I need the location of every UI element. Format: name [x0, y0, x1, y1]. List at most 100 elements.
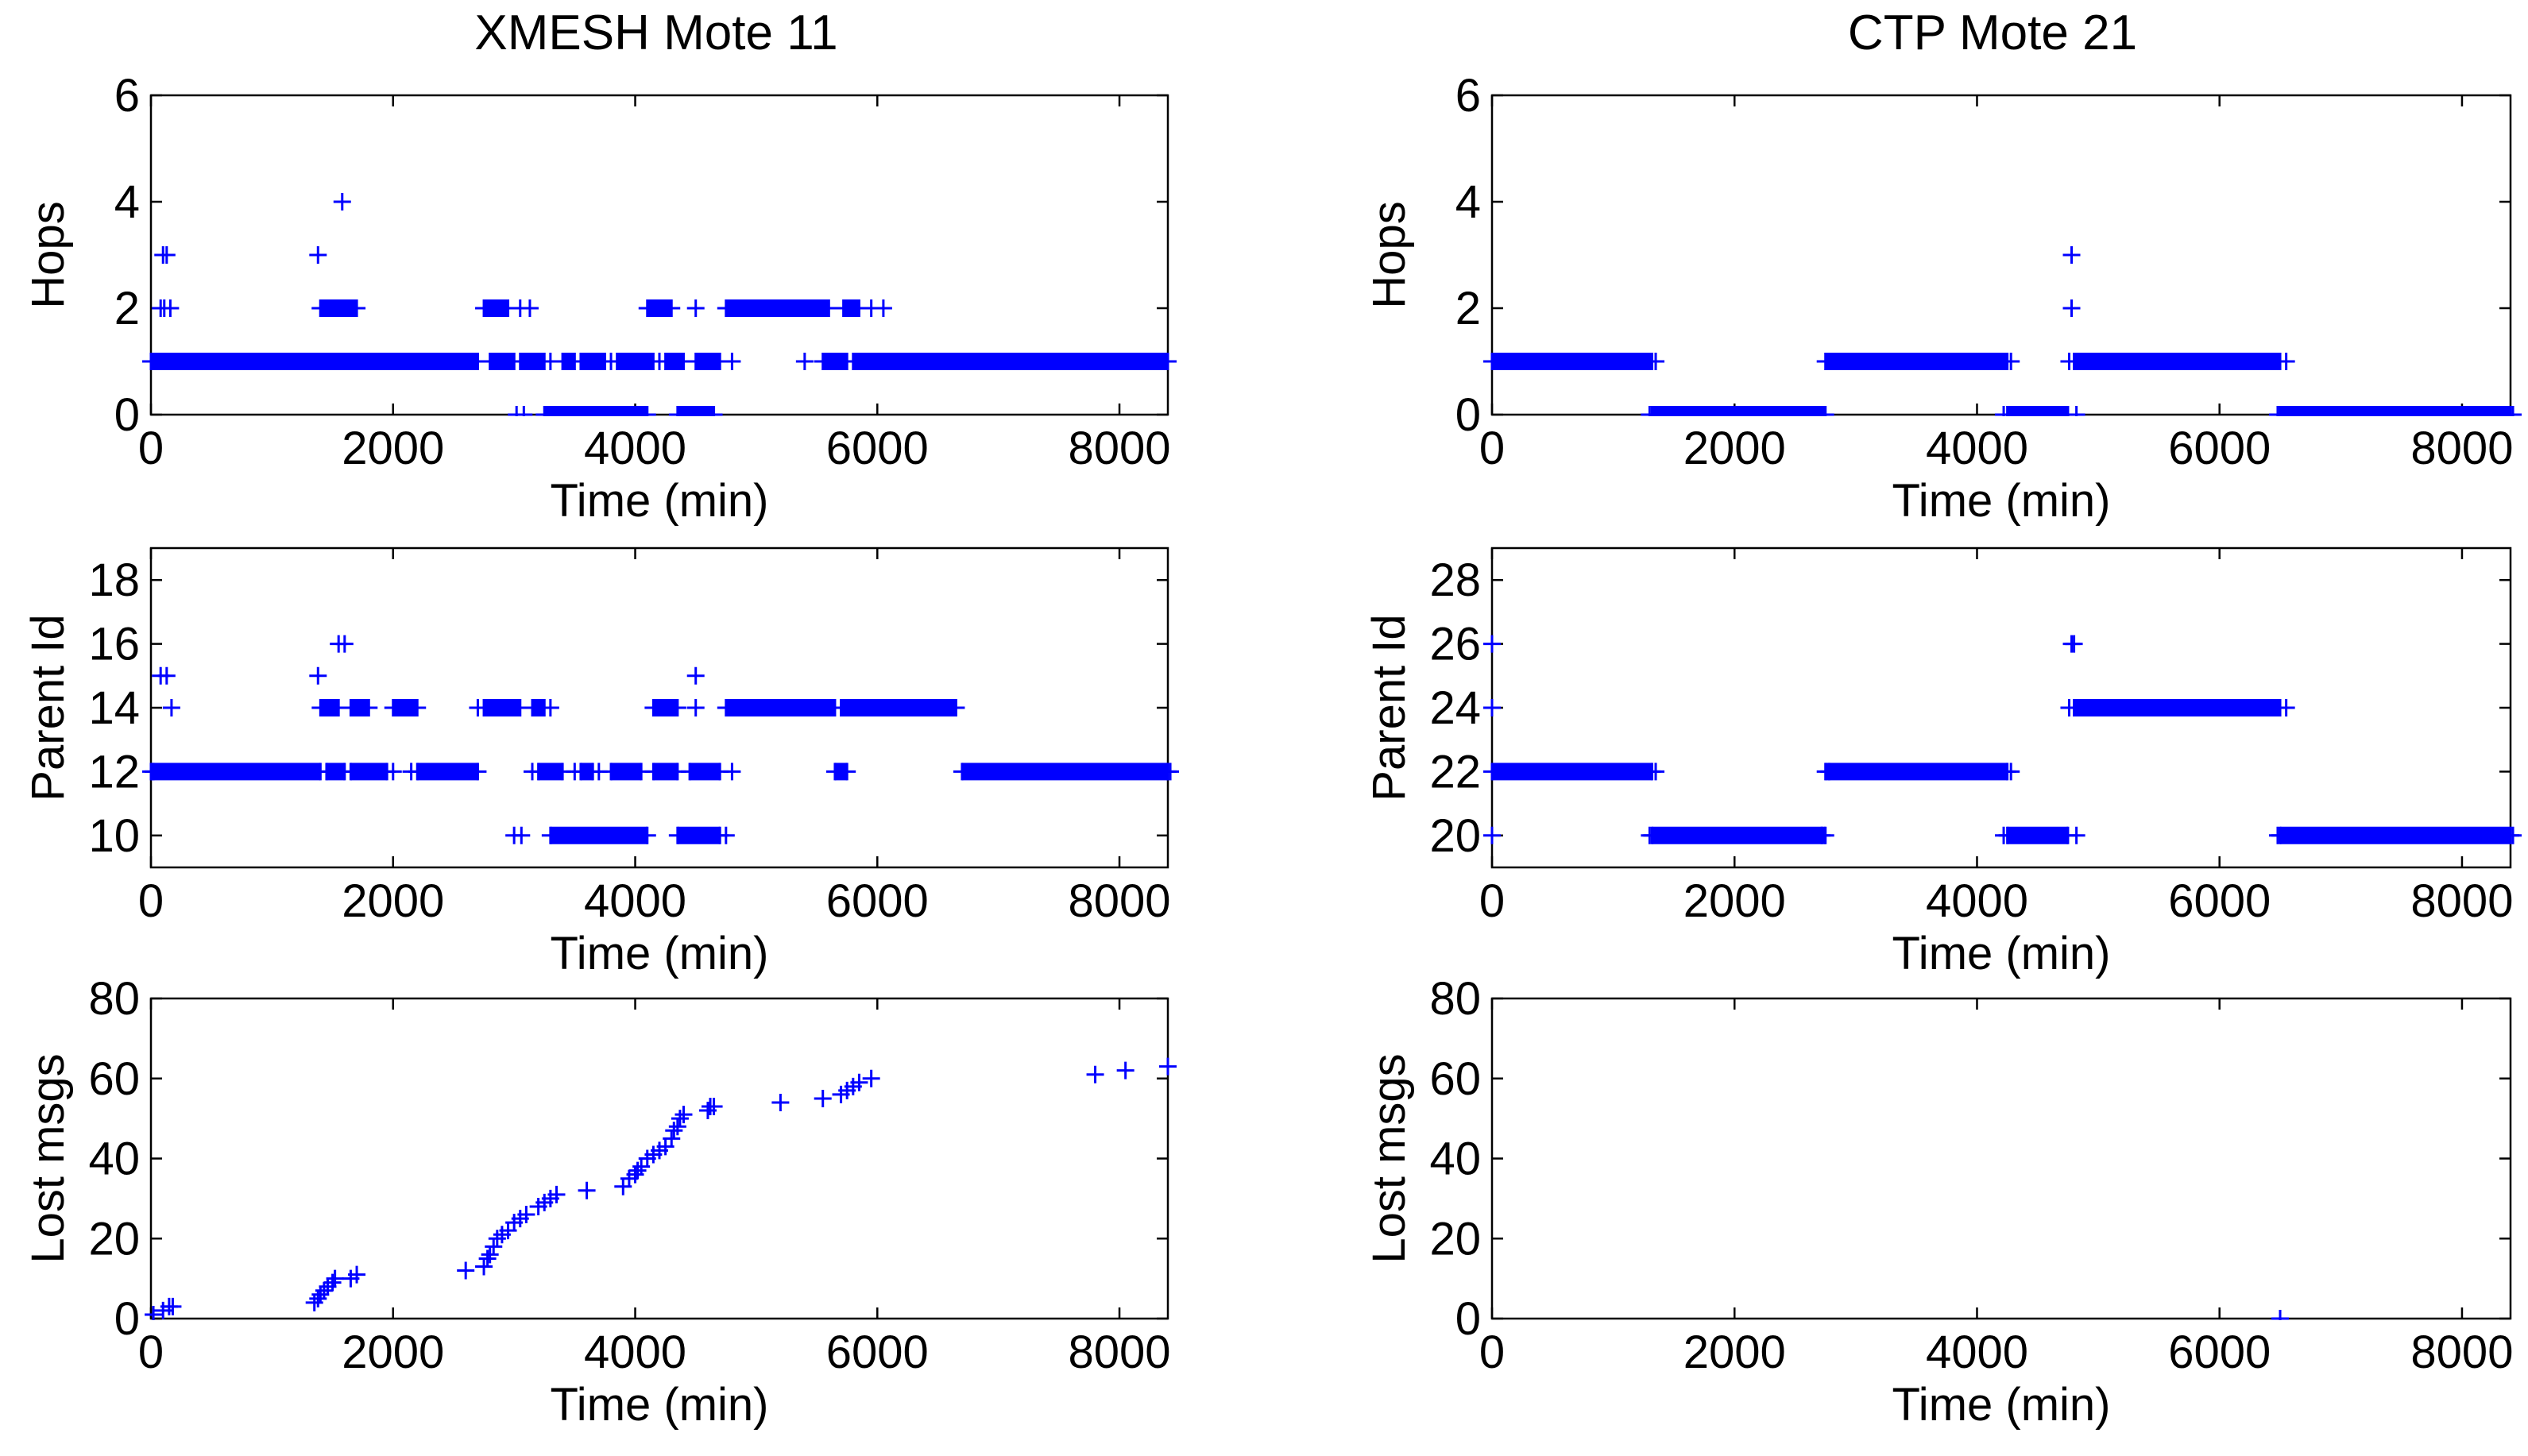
data-point [668, 1118, 686, 1136]
y-axis-label: Lost msgs [1363, 1053, 1415, 1263]
y-axis-label: Parent Id [22, 614, 74, 801]
x-tick-label: 4000 [1926, 1327, 2028, 1378]
data-point [953, 763, 971, 781]
data-point [1483, 699, 1501, 716]
x-tick-label: 6000 [826, 875, 929, 927]
data-point [1483, 826, 1501, 844]
data-point [868, 699, 887, 716]
data-point [1483, 635, 1501, 653]
column-title-ctp: CTP Mote 21 [1848, 6, 2137, 60]
data-point [2060, 699, 2078, 716]
data-point [360, 699, 378, 716]
data-point [663, 1130, 681, 1148]
subplot-ctp-lost: 0 2000 4000 6000 8000 0 20 40 60 80 Time (min) Lost… [1363, 973, 2513, 1431]
y-tick-label: 0 [114, 1293, 140, 1345]
data-point [850, 1073, 868, 1091]
data-point [1641, 826, 1659, 844]
data-point [1995, 406, 2013, 416]
data-point [481, 353, 499, 370]
data-point [686, 699, 705, 716]
data-point [157, 666, 176, 685]
x-tick-label: 0 [1479, 875, 1505, 927]
data-point [1483, 353, 1501, 370]
subplot-xmesh-hops: 0 2000 4000 6000 8000 0 2 4 6 Time (min) Hops [22, 70, 1177, 527]
data-point [485, 1238, 503, 1256]
x-axis-label: Time (min) [1892, 1379, 2111, 1431]
data-point [1159, 353, 1177, 370]
data-point [469, 699, 487, 716]
data-point [1813, 406, 1831, 416]
data-point [2268, 406, 2286, 416]
data-point [2065, 635, 2083, 653]
x-tick-label: 4000 [1926, 875, 2028, 927]
y-tick-label: 28 [1429, 554, 1481, 606]
data-point [402, 763, 420, 781]
data-point [1159, 1057, 1177, 1076]
x-axis-label: Time (min) [1892, 928, 2111, 979]
data-point [638, 826, 656, 844]
data-point [578, 1181, 596, 1199]
x-tick-label: 0 [1479, 1327, 1505, 1378]
data-marks [142, 635, 1179, 844]
data-point [408, 699, 427, 716]
data-point [311, 1285, 330, 1303]
data-point [541, 826, 559, 844]
y-tick-label: 10 [88, 810, 140, 862]
data-point [717, 826, 735, 844]
y-tick-label: 12 [88, 746, 140, 798]
data-point [2271, 1310, 2290, 1320]
data-point [508, 406, 526, 416]
data-marks [1483, 246, 2522, 416]
y-tick-label: 26 [1429, 619, 1481, 670]
x-tick-label: 4000 [584, 423, 686, 474]
data-point [644, 763, 663, 781]
data-point [309, 246, 327, 264]
data-point [348, 299, 366, 317]
data-point [705, 406, 723, 416]
y-axis-label: Parent Id [1363, 614, 1415, 801]
data-point [1086, 1065, 1104, 1083]
x-tick-label: 4000 [1926, 423, 2028, 474]
data-point [644, 699, 663, 716]
data-marks [145, 1057, 1177, 1320]
axes-box [149, 94, 1169, 416]
data-point [384, 699, 402, 716]
data-point [145, 763, 163, 781]
x-axis-label: Time (min) [551, 1379, 769, 1431]
data-point [475, 1257, 493, 1276]
data-point [638, 299, 656, 317]
data-point [723, 763, 741, 781]
y-tick-label: 80 [1429, 973, 1481, 1025]
data-point [1641, 406, 1659, 416]
x-tick-label: 0 [138, 423, 164, 474]
y-tick-label: 80 [88, 973, 140, 1025]
x-tick-label: 8000 [1069, 423, 1171, 474]
y-tick-label: 18 [88, 554, 140, 606]
y-tick-label: 4 [114, 176, 140, 228]
x-tick-label: 2000 [342, 423, 444, 474]
x-axis-label: Time (min) [551, 475, 769, 527]
data-point [814, 353, 832, 370]
x-tick-label: 8000 [2410, 423, 2513, 474]
x-tick-label: 2000 [342, 875, 444, 927]
data-point [505, 353, 524, 370]
data-point [520, 299, 539, 317]
y-tick-label: 2 [114, 283, 140, 334]
data-point [164, 1297, 182, 1315]
y-tick-label: 0 [1455, 1293, 1481, 1345]
data-marks [142, 193, 1177, 416]
y-tick-label: 20 [1429, 810, 1481, 862]
x-tick-label: 2000 [342, 1327, 444, 1378]
data-point [342, 763, 360, 781]
y-tick-label: 6 [114, 70, 140, 122]
data-point [469, 763, 487, 781]
y-tick-label: 6 [1455, 70, 1481, 122]
x-tick-label: 0 [1479, 423, 1505, 474]
y-tick-label: 0 [1455, 389, 1481, 441]
data-point [2268, 826, 2286, 844]
data-point [481, 1246, 499, 1264]
data-point [333, 193, 351, 210]
data-point [326, 1269, 344, 1288]
